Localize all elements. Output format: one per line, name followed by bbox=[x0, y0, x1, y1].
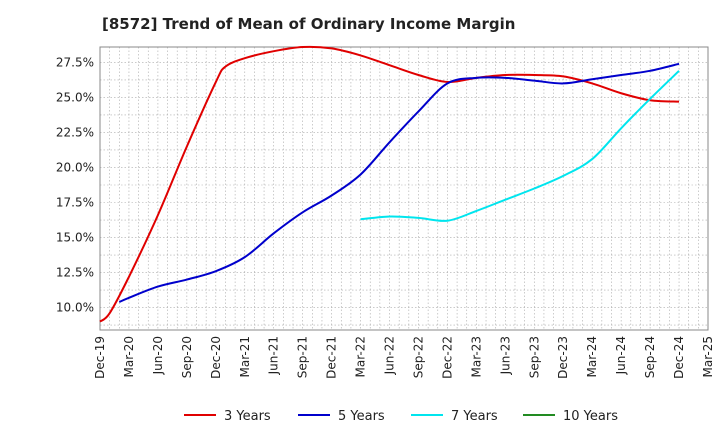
x-tick-label: Jun-24 bbox=[614, 336, 628, 375]
series-line-5-years bbox=[118, 62, 680, 303]
x-tick-label: Jun-22 bbox=[383, 336, 397, 375]
series-layer bbox=[99, 45, 680, 323]
legend-label: 3 Years bbox=[224, 409, 271, 424]
x-tick-label: Dec-19 bbox=[93, 336, 107, 379]
x-tick-label: Dec-20 bbox=[209, 336, 223, 379]
legend-label: 5 Years bbox=[338, 409, 385, 424]
y-tick-label: 12.5% bbox=[56, 266, 94, 280]
x-tick-label: Sep-21 bbox=[296, 336, 310, 378]
legend-layer: 3 Years 5 Years 7 Years 10 Years bbox=[184, 409, 618, 424]
legend-label: 10 Years bbox=[563, 409, 618, 424]
tick-layer: 10.0% 12.5% 15.0% 17.5% 20.0% 22.5% 25.0% 27.5%… bbox=[56, 55, 715, 378]
plot-frame bbox=[99, 46, 709, 331]
y-tick-label: 15.0% bbox=[56, 231, 94, 245]
series-line-7-years bbox=[360, 70, 680, 222]
y-tick-label: 22.5% bbox=[56, 125, 94, 139]
y-tick-label: 17.5% bbox=[56, 196, 94, 210]
x-tick-label: Dec-21 bbox=[325, 336, 339, 379]
x-tick-label: Sep-20 bbox=[180, 336, 194, 378]
y-tick-label: 10.0% bbox=[56, 301, 94, 315]
x-tick-label: Mar-21 bbox=[238, 336, 252, 377]
legend-label: 7 Years bbox=[451, 409, 498, 424]
x-tick-label: Mar-23 bbox=[469, 336, 483, 377]
series-line-3-years bbox=[99, 45, 680, 323]
x-tick-label: Sep-23 bbox=[527, 336, 541, 378]
x-tick-label: Jun-21 bbox=[267, 336, 281, 375]
x-tick-label: Mar-22 bbox=[354, 336, 368, 377]
x-tick-label: Mar-25 bbox=[701, 336, 715, 377]
y-tick-label: 25.0% bbox=[56, 90, 94, 104]
x-tick-label: Mar-20 bbox=[122, 336, 136, 377]
y-tick-label: 27.5% bbox=[56, 55, 94, 69]
chart-title: [8572] Trend of Mean of Ordinary Income … bbox=[102, 15, 516, 33]
grid-layer bbox=[99, 47, 709, 330]
x-tick-label: Jun-23 bbox=[498, 336, 512, 375]
x-tick-label: Dec-24 bbox=[672, 336, 686, 379]
x-tick-label: Mar-24 bbox=[585, 336, 599, 377]
x-tick-label: Dec-23 bbox=[556, 336, 570, 379]
y-tick-label: 20.0% bbox=[56, 160, 94, 174]
x-tick-label: Jun-20 bbox=[151, 336, 165, 375]
x-tick-label: Sep-22 bbox=[411, 336, 425, 378]
x-tick-label: Sep-24 bbox=[643, 336, 657, 378]
x-tick-label: Dec-22 bbox=[440, 336, 454, 379]
